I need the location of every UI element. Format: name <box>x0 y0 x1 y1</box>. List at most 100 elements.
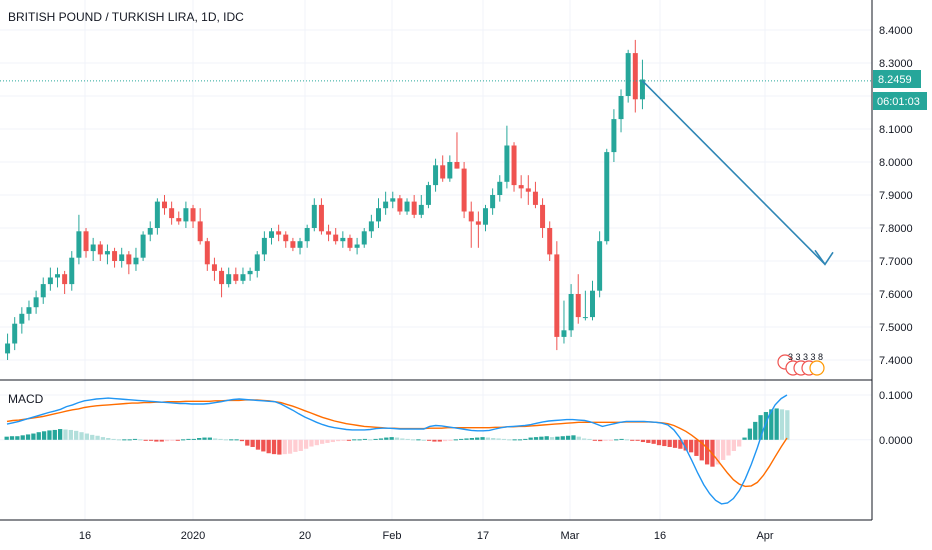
price-tick-label: 7.7000 <box>879 256 913 268</box>
chart-title: BRITISH POUND / TURKISH LIRA, 1D, IDC <box>8 10 244 24</box>
candle-body <box>497 181 503 195</box>
histogram-bar <box>164 439 170 442</box>
histogram-bar <box>389 437 394 440</box>
histogram-bar <box>683 439 688 451</box>
macd-tick-label: 0.0000 <box>879 435 913 447</box>
histogram-bar <box>261 439 266 452</box>
candle-body <box>254 254 260 271</box>
candle-body <box>582 317 588 319</box>
histogram-bar <box>357 439 362 441</box>
histogram-bar <box>464 438 469 440</box>
candle-body <box>283 234 289 242</box>
histogram-bar <box>480 437 485 440</box>
histogram-bar <box>36 432 41 440</box>
histogram-bar <box>571 435 576 440</box>
candle-body <box>211 264 217 271</box>
candle-body <box>318 204 324 232</box>
candle-body <box>475 221 481 225</box>
histogram-bar <box>656 439 662 446</box>
price-tick-label: 7.9000 <box>879 190 913 202</box>
histogram-bar <box>298 439 303 451</box>
histogram-bar <box>410 439 416 441</box>
candle-body <box>90 244 96 252</box>
time-tick-label: 16 <box>79 530 91 542</box>
forecast-arrow-shaft <box>641 80 826 265</box>
candle-body <box>597 241 603 291</box>
histogram-bar <box>785 410 790 440</box>
candle-body <box>140 234 146 258</box>
histogram-bar <box>400 438 405 440</box>
candle-body <box>297 241 303 248</box>
price-tick-label: 7.6000 <box>879 289 913 301</box>
histogram-bar <box>501 438 507 440</box>
candle-body <box>425 185 431 205</box>
histogram-bar <box>747 428 753 440</box>
histogram-bar <box>523 438 528 440</box>
histogram-bar <box>74 430 79 440</box>
histogram-bar <box>143 439 148 441</box>
candle-body <box>554 254 560 337</box>
histogram-bar <box>598 439 603 442</box>
candle-body <box>447 162 453 179</box>
candle-body <box>568 294 574 331</box>
candle-body <box>276 231 282 235</box>
histogram-bar <box>336 439 341 442</box>
candle-body <box>55 274 60 278</box>
macd-pane-title: MACD <box>8 392 44 406</box>
histogram-bar <box>560 436 565 440</box>
candle-body <box>219 270 225 285</box>
histogram-bar <box>630 439 635 441</box>
candle-body <box>625 53 631 96</box>
histogram-bar <box>646 439 651 443</box>
histogram-bar <box>170 439 175 441</box>
histogram-bar <box>384 437 389 440</box>
histogram-bar <box>303 439 309 449</box>
histogram-bar <box>426 439 432 441</box>
candle-body <box>433 165 439 186</box>
candle-body <box>525 188 531 192</box>
histogram-bar <box>234 439 239 441</box>
histogram-bar <box>277 439 282 455</box>
histogram-bar <box>325 439 330 443</box>
forecast-arrow-head <box>814 249 834 266</box>
histogram-bar <box>213 438 218 440</box>
histogram-bar <box>362 438 368 440</box>
histogram-bar <box>180 439 186 441</box>
histogram-bar <box>271 439 277 455</box>
histogram-bar <box>448 439 453 441</box>
price-tick-label: 8.4000 <box>879 25 913 37</box>
histogram-bar <box>672 439 678 448</box>
candle-body <box>590 290 595 318</box>
histogram-bar <box>31 433 36 440</box>
candle-body <box>490 195 496 209</box>
histogram-bar <box>544 436 549 440</box>
histogram-bar <box>186 438 191 440</box>
histogram-bar <box>507 439 512 441</box>
candle-body <box>639 79 645 100</box>
candle-body <box>561 330 567 337</box>
candle-body <box>154 201 160 228</box>
histogram-bar <box>116 439 122 441</box>
candle-body <box>190 208 196 222</box>
histogram-bar <box>287 439 293 454</box>
histogram-bar <box>346 439 352 441</box>
events-marker[interactable]: 3 3 3 3 8 <box>777 352 825 376</box>
histogram-bar <box>442 439 448 442</box>
time-axis-labels: 16 2020 20 Feb 17 Mar 16 Apr <box>79 530 774 542</box>
histogram-bar <box>250 439 255 447</box>
histogram-bar <box>726 439 731 456</box>
histogram-bar <box>405 438 410 440</box>
histogram-bar <box>191 438 196 440</box>
histogram-bar <box>52 429 57 440</box>
histogram-bar <box>496 438 501 440</box>
candle-body <box>33 297 39 308</box>
candle-body <box>304 228 310 242</box>
candle-body <box>461 168 467 212</box>
histogram-bar <box>528 437 533 440</box>
histogram-bar <box>742 437 747 440</box>
candle-body <box>112 251 118 261</box>
candle-body <box>311 204 317 228</box>
histogram-bar <box>122 439 127 441</box>
price-tick-label: 7.5000 <box>879 322 913 334</box>
histogram-bar <box>475 437 480 440</box>
